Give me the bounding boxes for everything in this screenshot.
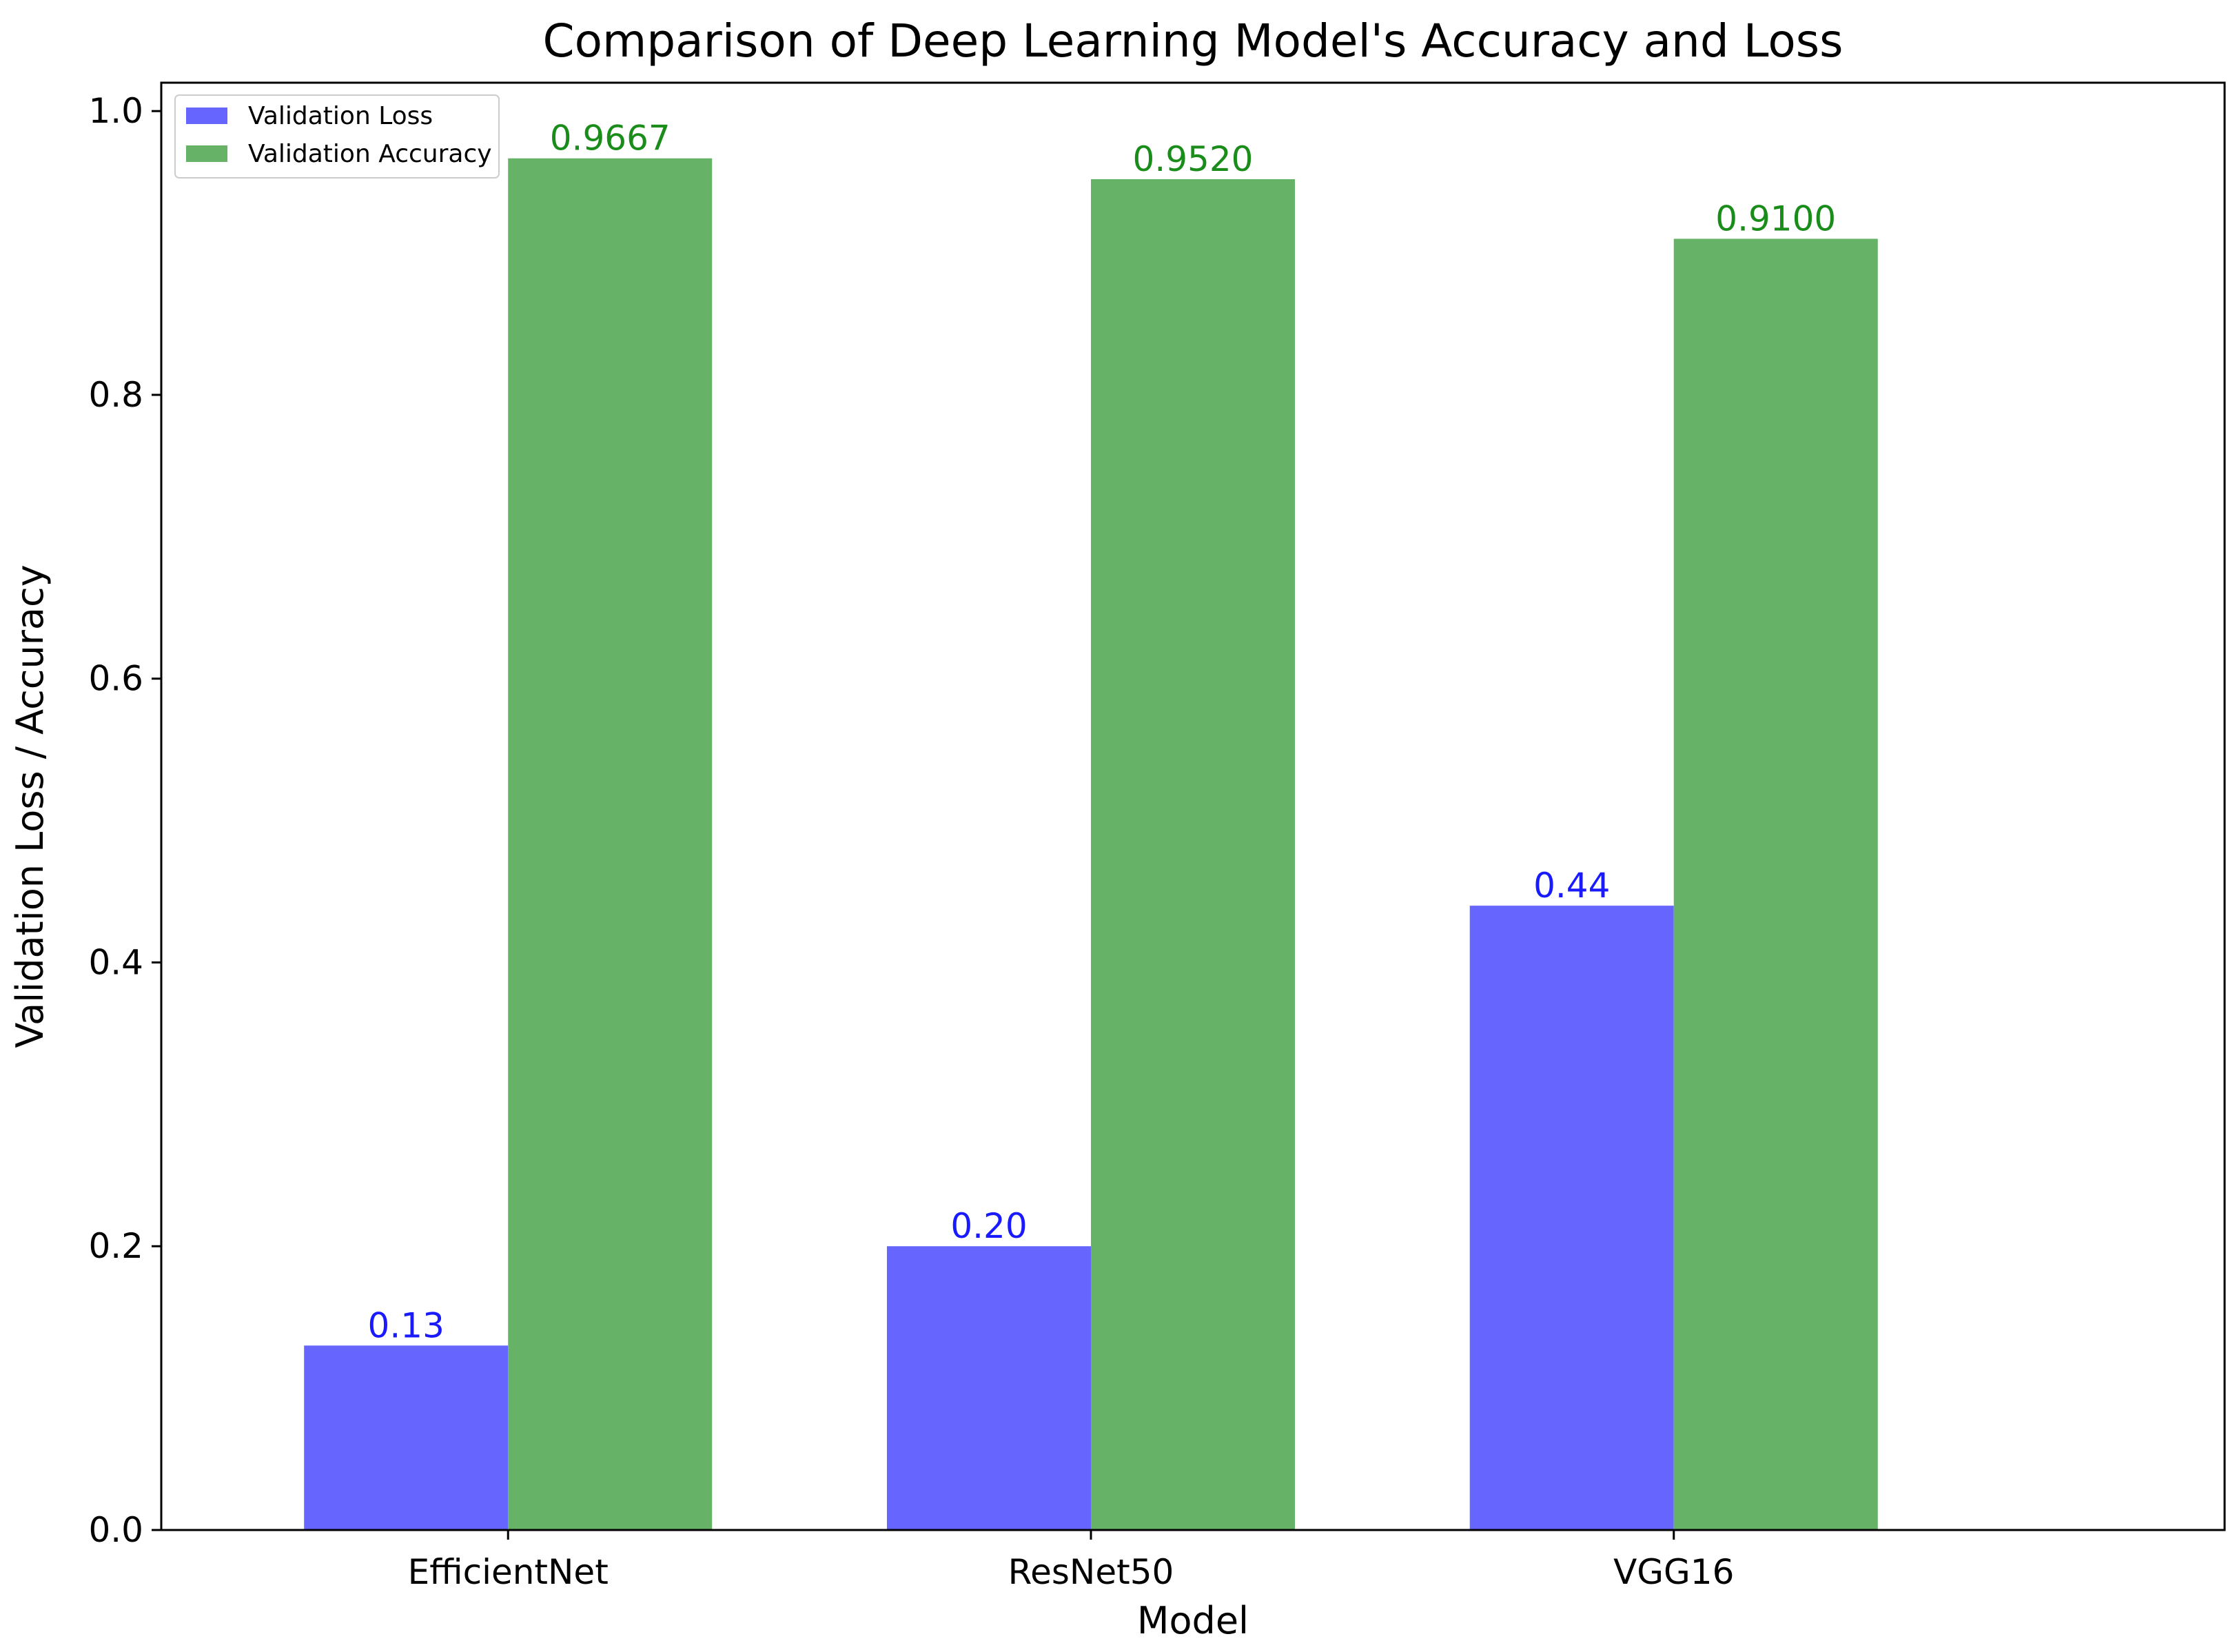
legend-swatch	[186, 108, 227, 124]
x-tick-label: EfficientNet	[408, 1552, 609, 1592]
bar-validation-loss	[304, 1345, 509, 1530]
bar-validation-loss	[1469, 906, 1674, 1530]
legend-swatch	[186, 145, 227, 162]
legend-box	[174, 94, 500, 179]
y-tick-label: 0.8	[88, 375, 143, 415]
bar-validation-accuracy	[1090, 179, 1296, 1530]
bar-validation-loss	[886, 1246, 1091, 1530]
x-tick-label: ResNet50	[1008, 1552, 1174, 1592]
chart-title: Comparison of Deep Learning Model's Accu…	[542, 14, 1843, 68]
y-tick-label: 0.2	[88, 1226, 143, 1266]
bar-value-label: 0.20	[950, 1206, 1027, 1246]
bar-validation-accuracy	[1673, 238, 1878, 1530]
legend-label: Validation Loss	[248, 102, 433, 130]
y-tick-label: 0.0	[88, 1510, 143, 1550]
y-tick-label: 0.6	[88, 659, 143, 699]
y-axis-title: Validation Loss / Accuracy	[8, 564, 52, 1048]
plot-frame	[160, 81, 2226, 1531]
bar-value-label: 0.13	[368, 1305, 445, 1345]
bar-value-label: 0.9100	[1715, 198, 1836, 238]
plot-area: 0.0 0.2 0.4 0.6 0.8 1.0 0.13 0.20 0.44 0.9667 0.95…	[88, 91, 1878, 1592]
y-tick-label: 1.0	[88, 91, 143, 131]
legend-label: Validation Accuracy	[248, 140, 492, 168]
bar-validation-accuracy	[508, 158, 713, 1530]
legend: Validation Loss Validation Accuracy	[174, 94, 500, 179]
y-tick-label: 0.4	[88, 942, 143, 982]
bar-value-label: 0.44	[1533, 866, 1610, 906]
bar-value-label: 0.9520	[1133, 139, 1254, 179]
x-axis-title: Model	[1137, 1599, 1249, 1642]
bar-value-label: 0.9667	[550, 119, 671, 159]
x-tick-label: VGG16	[1613, 1552, 1734, 1592]
